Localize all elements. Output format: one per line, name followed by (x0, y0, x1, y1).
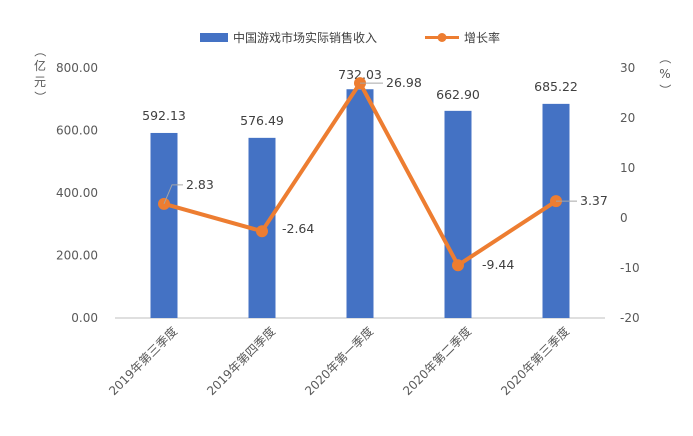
bar (346, 89, 374, 318)
right-axis-unit-char: ） (658, 84, 672, 96)
legend-bar-label: 中国游戏市场实际销售收入 (233, 30, 377, 45)
legend-line-label: 增长率 (464, 30, 500, 45)
line-data-label: 3.37 (580, 193, 608, 208)
category-label: 2019年第四季度 (203, 324, 278, 399)
bar-data-label: 662.90 (436, 87, 480, 102)
legend-bar-swatch (200, 33, 228, 42)
category-label: 2020年第三季度 (497, 324, 572, 399)
line-data-label: -2.64 (282, 221, 314, 236)
right-axis-unit-char: （ (658, 52, 672, 64)
bar (542, 103, 570, 319)
bar (150, 132, 178, 318)
right-axis-unit-char: % (659, 67, 670, 81)
line-label-leader (163, 184, 183, 205)
category-label: 2020年第一季度 (301, 324, 376, 399)
left-tick-label: 400.00 (56, 186, 98, 200)
line-point (256, 225, 268, 238)
right-tick-label: 20 (620, 111, 635, 125)
right-tick-label: 0 (620, 211, 628, 225)
left-tick-label: 0.00 (71, 311, 98, 325)
left-axis-unit-char: 元 (34, 75, 46, 89)
legend-line-marker (437, 33, 447, 42)
category-label: 2019年第三季度 (105, 324, 180, 399)
line-data-label: -9.44 (482, 257, 514, 272)
left-tick-label: 200.00 (56, 249, 98, 263)
right-tick-label: -10 (620, 261, 640, 275)
right-tick-label: 30 (620, 61, 635, 75)
left-axis-unit-char: （ (33, 45, 47, 57)
right-tick-label: -20 (620, 311, 640, 325)
right-tick-label: 10 (620, 161, 635, 175)
bar-data-label: 592.13 (142, 108, 186, 123)
left-axis-unit-char: 亿 (34, 58, 46, 73)
left-axis-unit-char: ） (33, 91, 47, 103)
line-data-label: 2.83 (186, 177, 214, 192)
left-tick-label: 800.00 (56, 61, 98, 75)
category-label: 2020年第二季度 (399, 324, 474, 399)
line-data-label: 26.98 (386, 75, 422, 90)
bar-data-label: 576.49 (240, 113, 284, 128)
line-point (452, 259, 464, 272)
bar (444, 110, 472, 318)
bar-data-label: 732.03 (338, 67, 382, 82)
left-tick-label: 600.00 (56, 124, 98, 138)
bar-data-label: 685.22 (534, 79, 578, 94)
